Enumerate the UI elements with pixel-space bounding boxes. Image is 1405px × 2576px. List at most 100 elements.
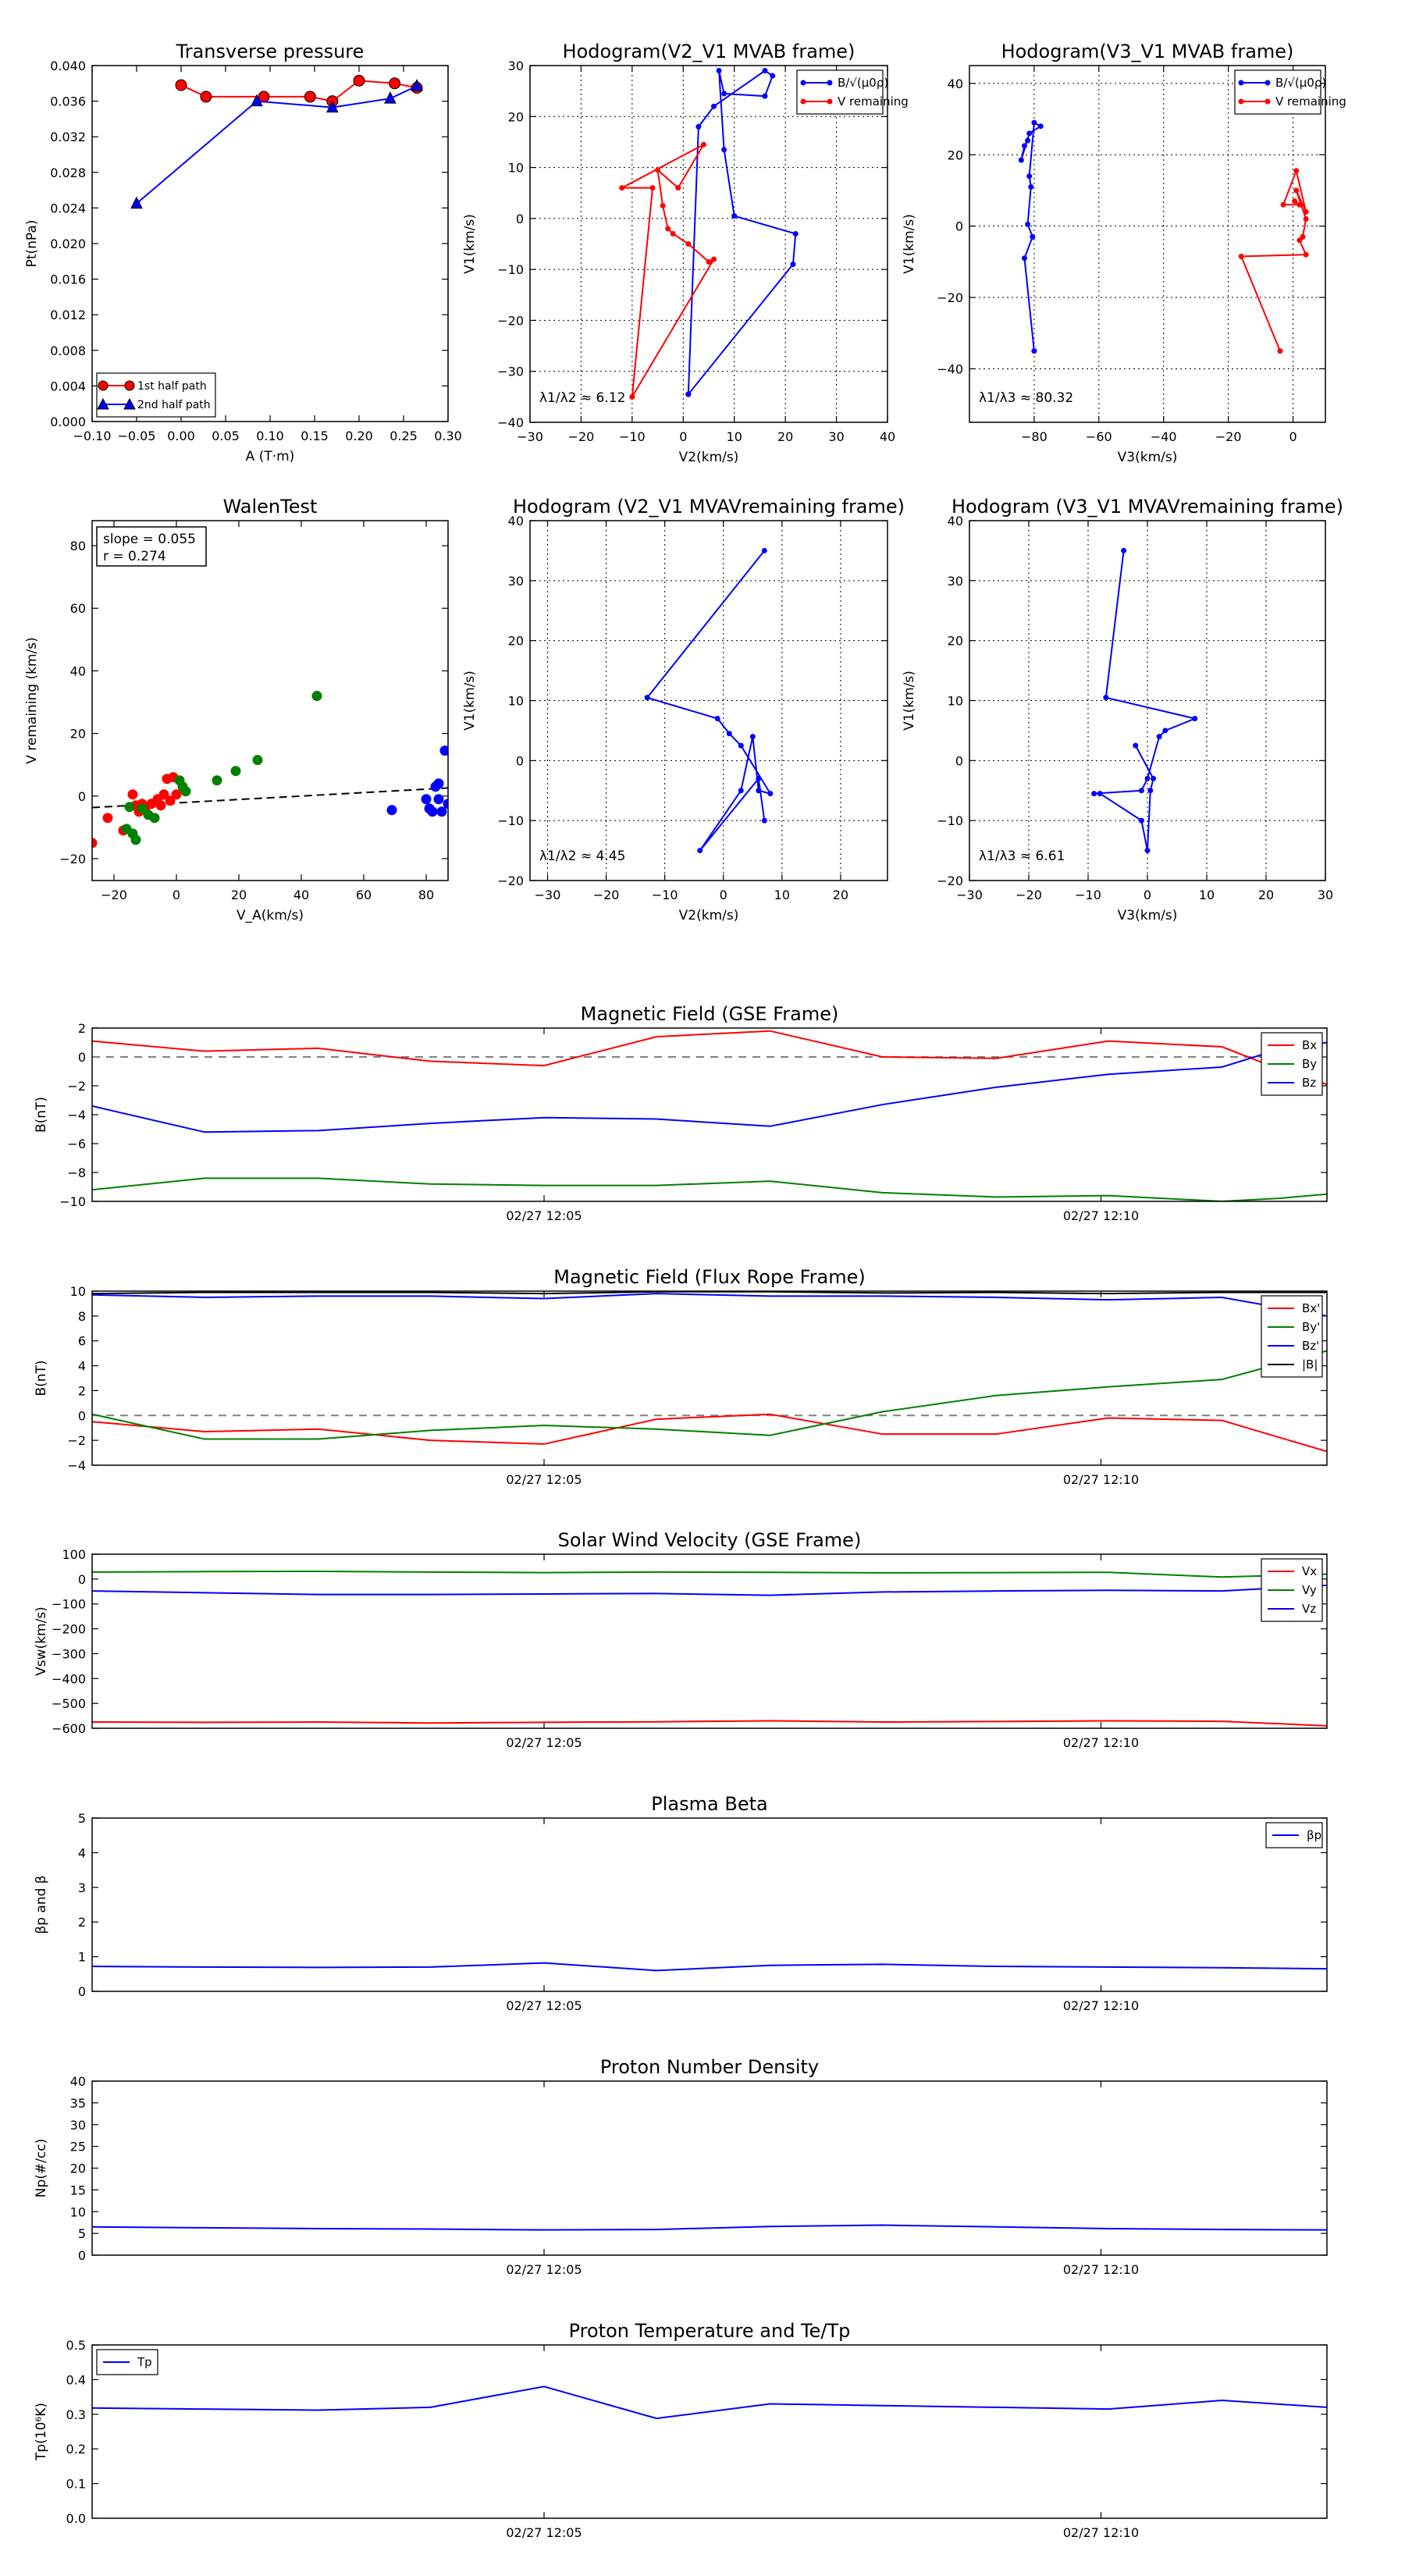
data-point	[711, 256, 717, 262]
data-point	[714, 716, 720, 722]
y-tick-label: 0.1	[66, 2477, 86, 2492]
series-line-Vx	[92, 1720, 1327, 1727]
plot-frame	[91, 1027, 1328, 1202]
x-tick-label: 60	[356, 888, 372, 902]
data-point	[1028, 183, 1034, 190]
plot-frame	[91, 520, 449, 881]
chart-title: Proton Number Density	[600, 2056, 819, 2078]
x-axis-label: V2(km/s)	[679, 450, 739, 465]
chart-ts3: −600 −500 −400 −300 −200 −100 0 100 02/27 12:05 0…	[34, 1529, 1328, 1750]
series-line-Bz	[92, 1041, 1327, 1133]
y-tick-label: −30	[497, 365, 524, 379]
plot-frame	[969, 520, 1326, 881]
x-tick-label: −10	[652, 888, 678, 902]
y-tick-label: 20	[948, 634, 963, 649]
data-point	[761, 817, 767, 824]
data-point	[1091, 791, 1097, 797]
legend-label: V remaining	[1275, 94, 1346, 109]
data-point-blue	[421, 794, 432, 805]
data-point-red	[165, 795, 176, 806]
y-tick-label: 40	[70, 2074, 86, 2089]
plot-area	[92, 1291, 1327, 1453]
y-tick-label: 0.012	[50, 308, 86, 322]
data-point	[767, 791, 774, 797]
y-tick-label: −4	[67, 1108, 86, 1123]
plot-frame	[91, 1553, 1328, 1729]
series-line	[1094, 550, 1198, 851]
data-point	[1151, 775, 1157, 781]
x-tick-label: 02/27 12:05	[506, 1998, 582, 2013]
y-tick-label: −600	[52, 1721, 86, 1736]
y-tick-label: 40	[70, 664, 86, 678]
data-point	[738, 742, 744, 749]
data-point	[721, 147, 727, 153]
y-tick-label: −2	[67, 1079, 86, 1094]
stats-text: r = 0.274	[103, 549, 166, 564]
x-tick-label: 30	[828, 429, 844, 444]
chart-ts4: 0 1 2 3 4 5 02/27 12:05 02/27 12:10 Plasma Beta β…	[34, 1793, 1328, 2013]
y-tick-label: −20	[497, 873, 524, 888]
x-tick-label: 02/27 12:05	[506, 2525, 582, 2540]
data-point	[1297, 237, 1303, 244]
data-point	[619, 185, 625, 191]
plot-area	[1091, 547, 1198, 854]
data-point-red	[127, 789, 138, 800]
data-point	[685, 241, 692, 247]
y-axis-label: V1(km/s)	[462, 671, 478, 731]
data-point	[762, 68, 768, 74]
y-tick-label: 0.036	[50, 94, 86, 109]
y-tick-label: 2	[78, 1021, 86, 1036]
legend-label: Bz'	[1302, 1339, 1319, 1353]
legend: B/√(μ0ρ) V remaining	[796, 69, 909, 115]
chart-h2: −40 −20 0 20 40 −80 −60 −40 −20 0 Hodogram(V3_V1 M…	[902, 41, 1346, 465]
x-tick-label: 0.15	[301, 429, 329, 443]
x-tick-label: 0	[720, 888, 727, 902]
data-point	[1030, 233, 1036, 240]
y-axis-label: B(nT)	[34, 1097, 49, 1133]
plot-area	[644, 547, 774, 854]
data-point	[411, 79, 423, 91]
legend-label: Bz	[1302, 1076, 1316, 1090]
x-tick-label: 0.20	[345, 429, 373, 443]
y-tick-label: 3	[78, 1880, 86, 1895]
data-point-green	[149, 813, 160, 824]
series-line	[136, 85, 418, 205]
x-tick-label: 0	[1144, 888, 1151, 902]
plot-area	[92, 1570, 1327, 1727]
data-point-blue	[433, 794, 444, 805]
ratio-annotation: λ1/λ3 ≈ 6.61	[979, 849, 1065, 864]
y-tick-label: −4	[67, 1458, 86, 1473]
data-point	[685, 391, 692, 397]
x-tick-label: −10	[1075, 888, 1101, 902]
legend-label: 1st half path	[137, 380, 207, 393]
x-tick-label: 0.05	[212, 429, 240, 443]
chart-title: Transverse pressure	[176, 41, 365, 62]
data-point	[697, 848, 703, 854]
data-point	[1031, 348, 1037, 354]
y-tick-label: 30	[948, 574, 963, 589]
y-tick-label: 25	[70, 2140, 86, 2154]
data-point	[1097, 791, 1103, 797]
data-point	[1156, 734, 1162, 740]
legend-box	[1261, 1295, 1323, 1378]
ratio-annotation: λ1/λ3 ≈ 80.32	[979, 390, 1073, 406]
series-line	[621, 142, 717, 397]
data-point	[1192, 716, 1198, 722]
x-tick-label: 40	[293, 888, 309, 902]
y-tick-label: −10	[937, 813, 963, 828]
data-point	[1138, 817, 1144, 824]
data-point	[130, 196, 143, 209]
x-tick-label: −40	[1151, 429, 1177, 444]
data-point	[1280, 201, 1286, 208]
y-axis-label: Np(#/cc)	[34, 2139, 49, 2197]
data-point	[1303, 251, 1309, 258]
plot-area	[92, 1030, 1327, 1201]
data-point	[1303, 216, 1309, 222]
chart-ts1: −10 −8 −6 −4 −2 0 2 02/27 12:05 02/27 12:10 Magne…	[34, 1003, 1328, 1223]
legend-marker	[1264, 98, 1271, 105]
y-tick-label: 0	[78, 789, 86, 804]
y-tick-label: 0	[955, 753, 963, 768]
plot-area	[92, 2386, 1327, 2420]
